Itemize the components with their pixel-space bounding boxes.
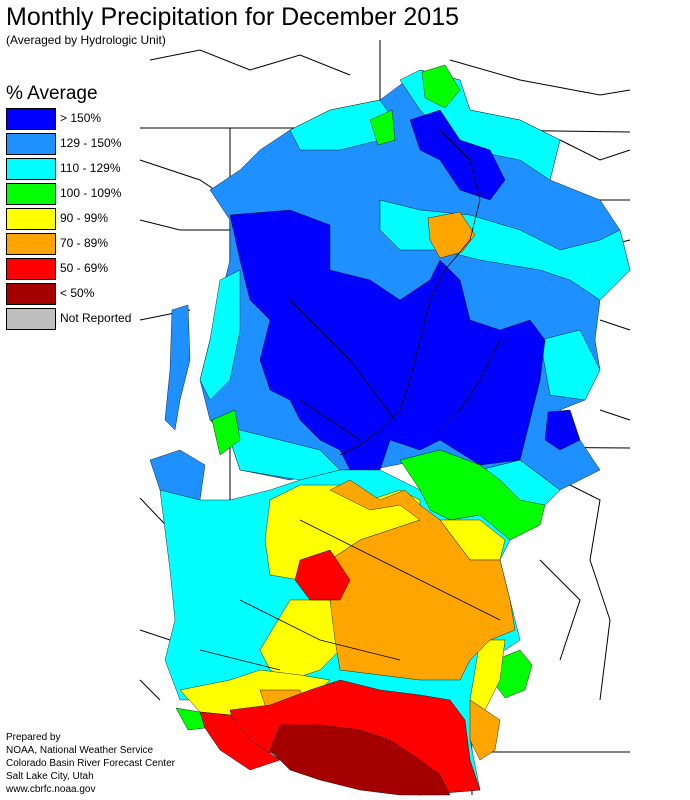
legend-swatch <box>6 158 56 180</box>
legend-label: 110 - 129% <box>60 161 121 175</box>
legend-swatch <box>6 258 56 280</box>
legend-swatch <box>6 133 56 155</box>
legend-swatch <box>6 108 56 130</box>
legend-label: Not Reported <box>60 311 132 325</box>
credits-line: www.cbrfc.noaa.gov <box>6 784 96 795</box>
legend-item: 129 - 150% <box>6 133 206 155</box>
legend-item: 100 - 109% <box>6 183 206 205</box>
legend-item: < 50% <box>6 283 206 305</box>
basin-south-darkred <box>269 724 451 796</box>
legend-title: % Average <box>6 83 98 104</box>
credits-line: NOAA, National Weather Service <box>6 745 154 756</box>
legend-label: 129 - 150% <box>60 136 122 150</box>
credits-line: Colorado Basin River Forecast Center <box>6 758 175 769</box>
credits-line: Prepared by <box>6 732 61 743</box>
legend-label: < 50% <box>60 286 95 300</box>
legend-label: 90 - 99% <box>60 211 109 225</box>
legend-label: 70 - 89% <box>60 236 109 250</box>
legend-item: 50 - 69% <box>6 258 206 280</box>
legend-swatch <box>6 208 56 230</box>
legend-label: 100 - 109% <box>60 186 122 200</box>
legend-swatch <box>6 233 56 255</box>
legend-item: 90 - 99% <box>6 208 206 230</box>
legend-item: > 150% <box>6 108 206 130</box>
basin-regions <box>149 64 631 796</box>
map-subtitle: (Averaged by Hydrologic Unit) <box>6 33 166 47</box>
legend-item: 110 - 129% <box>6 158 206 180</box>
credits-line: Salt Lake City, Utah <box>6 771 94 782</box>
river-lines <box>199 129 501 671</box>
legend-swatch <box>6 308 56 330</box>
basin-lower-central <box>329 479 516 681</box>
legend-label: > 150% <box>60 111 102 125</box>
legend-item: Not Reported <box>6 308 206 330</box>
credits: Prepared by NOAA, National Weather Servi… <box>6 731 175 796</box>
legend-swatch <box>6 183 56 205</box>
basin-core <box>229 209 546 471</box>
legend-label: 50 - 69% <box>60 261 109 275</box>
legend-item: 70 - 89% <box>6 233 206 255</box>
legend-swatch <box>6 283 56 305</box>
map-title: Monthly Precipitation for December 2015 <box>6 3 460 31</box>
